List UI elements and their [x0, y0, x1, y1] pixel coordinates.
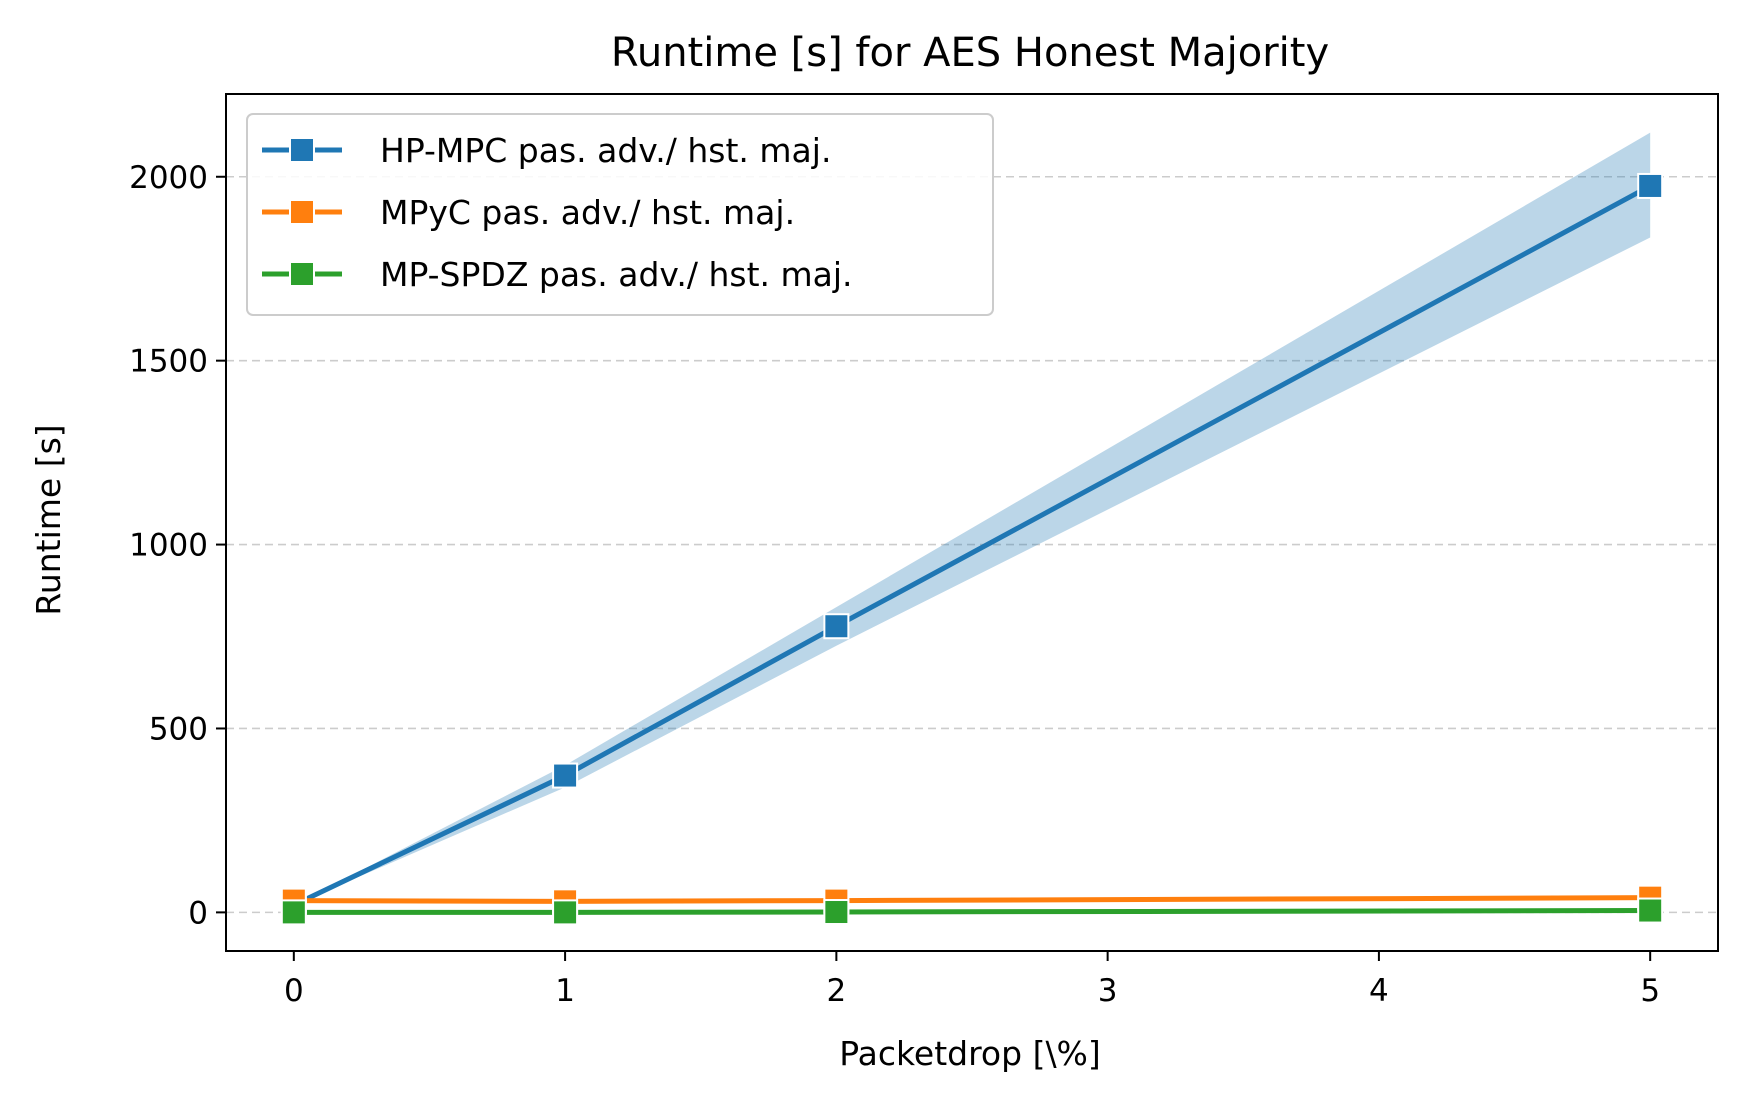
series-2-point-3 — [1637, 897, 1664, 924]
series-1-line — [293, 895, 1651, 904]
plot-frame — [225, 93, 1719, 952]
y-tick-label-1500: 1500 — [129, 344, 208, 380]
legend-swatch-marker-2 — [289, 261, 315, 287]
legend-box — [246, 113, 994, 316]
legend-label-0: HP-MPC pas. adv./ hst. maj. — [380, 131, 831, 170]
chart-title: Runtime [s] for AES Honest Majority — [611, 30, 1329, 76]
x-tick-label-1: 1 — [555, 973, 575, 1009]
y-axis-ticks: 0 500 1000 1500 2000 — [129, 160, 226, 931]
series-markers — [280, 172, 1664, 926]
series-0-point-3 — [1637, 172, 1664, 199]
y-tick-label-1000: 1000 — [129, 528, 208, 564]
series-2-line — [293, 908, 1651, 915]
legend-swatch-marker-1 — [289, 199, 315, 225]
legend-label-2: MP-SPDZ pas. adv./ hst. maj. — [380, 255, 853, 294]
series-2-point-1 — [552, 899, 579, 926]
x-axis-ticks: 0 1 2 3 4 5 — [284, 951, 1660, 1009]
series-lines — [292, 183, 1652, 915]
series-0-point-2 — [823, 613, 850, 640]
y-tick-label-500: 500 — [149, 711, 208, 747]
x-tick-label-4: 4 — [1369, 973, 1389, 1009]
x-tick-label-3: 3 — [1098, 973, 1118, 1009]
y-axis-label: Runtime [s] — [29, 424, 68, 615]
legend-label-1: MPyC pas. adv./ hst. maj. — [380, 193, 795, 232]
series-0-line — [292, 183, 1652, 908]
x-axis-label: Packetdrop [\%] — [839, 1034, 1101, 1073]
series-2-point-0 — [280, 899, 307, 926]
legend: HP-MPC pas. adv./ hst. maj. MPyC pas. adv… — [246, 113, 994, 316]
series-0-point-1 — [552, 762, 579, 789]
x-tick-label-0: 0 — [284, 973, 304, 1009]
x-tick-label-2: 2 — [826, 973, 846, 1009]
legend-swatch-marker-0 — [289, 137, 315, 163]
y-tick-label-2000: 2000 — [129, 160, 208, 196]
series-2-point-2 — [823, 899, 850, 926]
x-tick-label-5: 5 — [1640, 973, 1660, 1009]
y-tick-label-0: 0 — [188, 895, 208, 931]
